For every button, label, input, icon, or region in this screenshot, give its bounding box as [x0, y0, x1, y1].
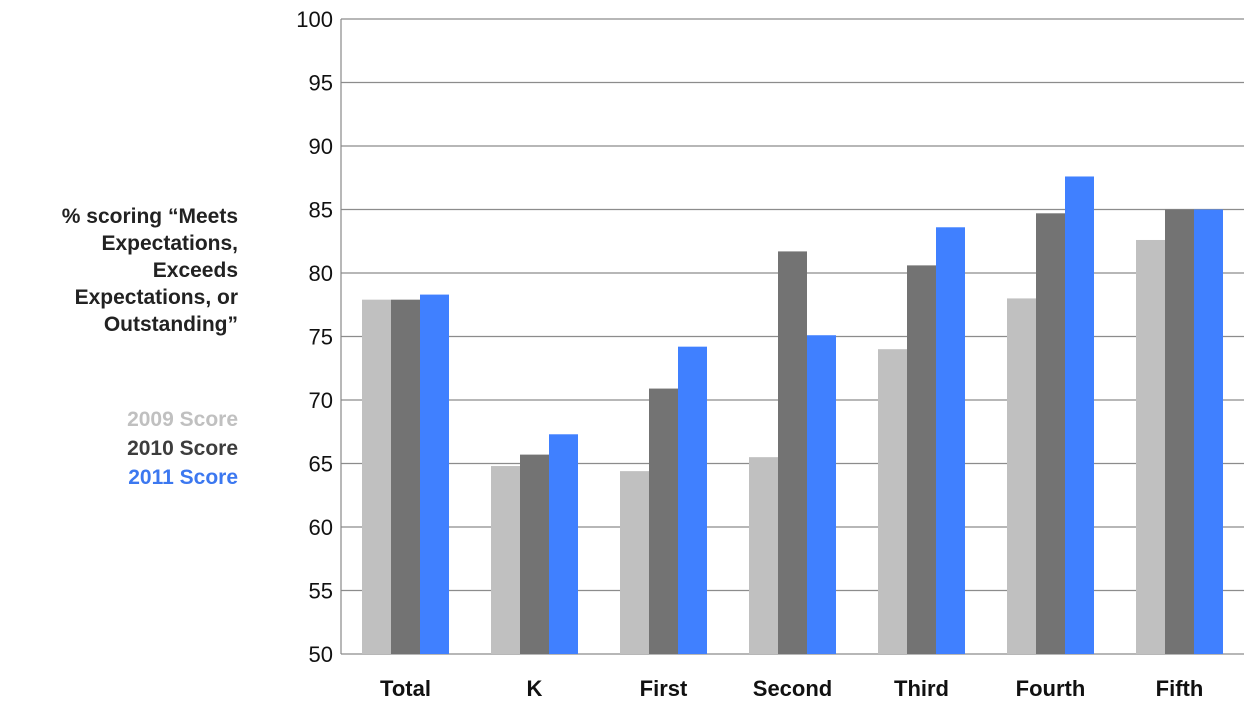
bar-second-2009: [749, 457, 778, 654]
y-tick-label: 100: [296, 7, 333, 32]
y-axis-label: % scoring “Meets Expectations, Exceeds E…: [61, 205, 238, 336]
bar-third-2011: [936, 227, 965, 654]
x-tick-label: Fifth: [1156, 676, 1204, 701]
bar-k-2011: [549, 434, 578, 654]
legend-item-2009: 2009 Score: [127, 408, 238, 431]
bar-first-2011: [678, 346, 707, 654]
bar-total-2010: [391, 299, 420, 654]
legend: 2009 Score 2010 Score 2011 Score: [127, 405, 238, 492]
y-tick-label: 80: [309, 261, 333, 286]
y-tick-label: 50: [309, 642, 333, 667]
bar-total-2011: [420, 294, 449, 654]
x-tick-label: Third: [894, 676, 949, 701]
y-tick-label: 55: [309, 579, 333, 604]
bar-k-2009: [491, 466, 520, 654]
bar-fifth-2011: [1194, 209, 1223, 654]
bar-first-2009: [620, 471, 649, 654]
x-tick-labels: Total K First Second Third Fourth Fifth: [380, 676, 1203, 701]
bar-fourth-2010: [1036, 213, 1065, 654]
bar-second-2011: [807, 335, 836, 654]
bar-second-2010: [778, 251, 807, 654]
y-tick-label: 60: [309, 515, 333, 540]
y-tick-label: 75: [309, 325, 333, 350]
y-tick-label: 95: [309, 71, 333, 96]
y-tick-label: 85: [309, 198, 333, 223]
x-tick-label: Second: [753, 676, 832, 701]
legend-item-2011: 2011 Score: [128, 466, 238, 489]
x-tick-label: Total: [380, 676, 431, 701]
x-tick-label: K: [527, 676, 543, 701]
bar-third-2009: [878, 349, 907, 654]
x-tick-label: Fourth: [1016, 676, 1086, 701]
bar-third-2010: [907, 265, 936, 654]
bar-first-2010: [649, 388, 678, 654]
y-tick-label: 65: [309, 452, 333, 477]
bars: [362, 176, 1223, 655]
bar-fourth-2009: [1007, 298, 1036, 654]
bar-fifth-2010: [1165, 209, 1194, 654]
y-tick-label: 70: [309, 388, 333, 413]
bar-fifth-2009: [1136, 239, 1165, 655]
x-tick-label: First: [640, 676, 688, 701]
y-tick-label: 90: [309, 134, 333, 159]
bar-fourth-2011: [1065, 176, 1094, 655]
y-tick-labels: 50 55 60 65 70 75 80 85 90 95 100: [296, 7, 333, 667]
legend-item-2010: 2010 Score: [127, 437, 238, 460]
bar-total-2009: [362, 299, 391, 654]
bar-k-2010: [520, 454, 549, 654]
